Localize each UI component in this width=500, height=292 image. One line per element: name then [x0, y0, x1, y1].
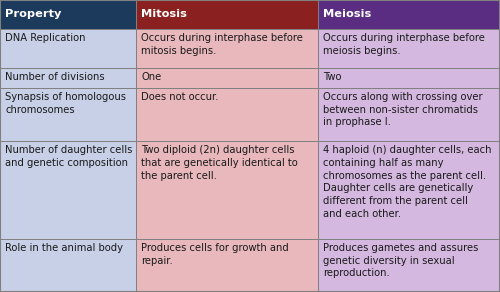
Bar [318, 239, 500, 292]
Text: Occurs during interphase before
meiosis begins.: Occurs during interphase before meiosis … [323, 33, 485, 56]
Text: Produces cells for growth and
repair.: Produces cells for growth and repair. [141, 243, 289, 265]
Bar [0, 141, 136, 239]
Text: Meiosis: Meiosis [323, 9, 371, 20]
Bar [0, 29, 136, 68]
Bar [136, 29, 318, 68]
Bar [318, 68, 500, 88]
Text: Mitosis: Mitosis [141, 9, 187, 20]
Bar [318, 141, 500, 239]
Text: Number of daughter cells
and genetic composition: Number of daughter cells and genetic com… [5, 145, 132, 168]
Bar [0, 0, 136, 29]
Text: Occurs during interphase before
mitosis begins.: Occurs during interphase before mitosis … [141, 33, 303, 56]
Bar [318, 29, 500, 68]
Bar [136, 239, 318, 292]
Bar [136, 88, 318, 141]
Text: Number of divisions: Number of divisions [5, 72, 104, 82]
Text: Produces gametes and assures
genetic diversity in sexual
reproduction.: Produces gametes and assures genetic div… [323, 243, 478, 278]
Bar [318, 0, 500, 29]
Bar [0, 239, 136, 292]
Text: Synapsis of homologous
chromosomes: Synapsis of homologous chromosomes [5, 92, 126, 114]
Text: DNA Replication: DNA Replication [5, 33, 86, 43]
Text: Role in the animal body: Role in the animal body [5, 243, 123, 253]
Bar [136, 68, 318, 88]
Bar [318, 88, 500, 141]
Text: Two: Two [323, 72, 342, 82]
Bar [136, 0, 318, 29]
Text: One: One [141, 72, 161, 82]
Text: Two diploid (2n) daughter cells
that are genetically identical to
the parent cel: Two diploid (2n) daughter cells that are… [141, 145, 298, 181]
Text: Does not occur.: Does not occur. [141, 92, 218, 102]
Bar [0, 68, 136, 88]
Text: Property: Property [5, 9, 62, 20]
Text: 4 haploid (n) daughter cells, each
containing half as many
chromosomes as the pa: 4 haploid (n) daughter cells, each conta… [323, 145, 492, 219]
Bar [136, 141, 318, 239]
Bar [0, 88, 136, 141]
Text: Occurs along with crossing over
between non-sister chromatids
in prophase I.: Occurs along with crossing over between … [323, 92, 482, 127]
